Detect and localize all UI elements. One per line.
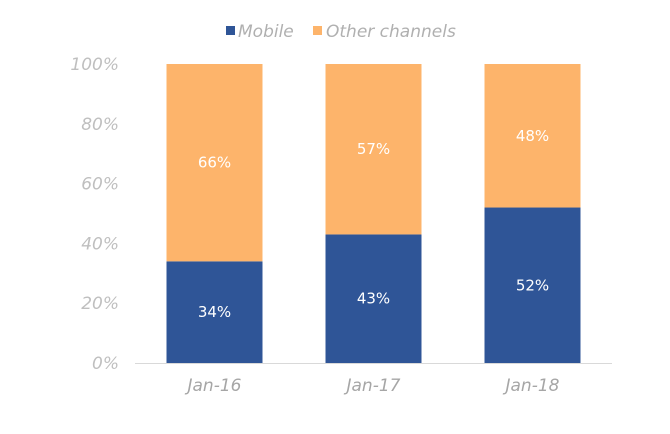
legend-swatch [226,26,235,35]
bar-other-channels [484,64,581,208]
data-label: 57% [357,140,390,158]
legend-swatch [313,26,322,35]
legend-label: Other channels [326,22,456,42]
bar-other-channels [166,64,263,262]
x-tick-label: Jan-17 [344,376,401,396]
y-tick-label: 100% [70,55,119,75]
y-tick-label: 80% [81,115,119,135]
data-label: 43% [357,290,390,308]
y-axis: 0% 20% 40% 60% 80% 100% [70,55,119,374]
legend-label: Mobile [238,22,294,42]
bar-other-channels [325,64,422,235]
x-axis: Jan-16 Jan-17 Jan-18 [135,363,612,396]
y-tick-label: 40% [81,234,119,254]
y-tick-label: 0% [92,354,119,374]
bar-mobile [166,261,263,363]
data-label: 66% [198,154,231,172]
y-tick-label: 60% [81,175,119,195]
data-label: 34% [198,303,231,321]
bar-mobile [484,207,581,363]
x-tick-label: Jan-18 [503,376,560,396]
chart-legend: Mobile Other channels [226,22,456,42]
bar-mobile [325,234,422,363]
bars-group: 34% 66% 43% 57% 52% 48% [166,64,581,363]
data-label: 52% [516,276,549,294]
x-tick-label: Jan-16 [185,376,242,396]
data-label: 48% [516,127,549,145]
y-tick-label: 20% [81,294,119,314]
